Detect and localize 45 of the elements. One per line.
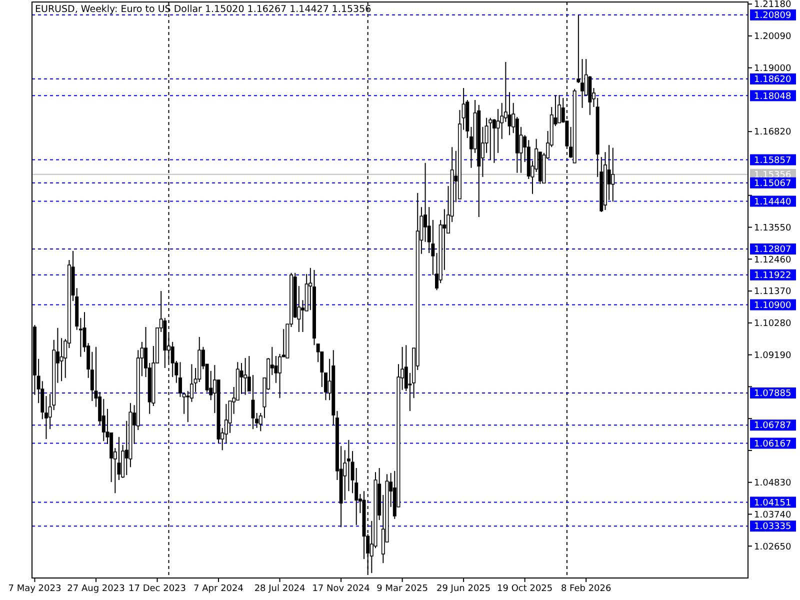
candlestick	[244, 358, 248, 396]
y-tick-label: 1.12460	[754, 255, 792, 266]
x-tick-label: 28 Jul 2024	[254, 584, 306, 594]
x-tick-label: 17 Dec 2023	[128, 584, 186, 594]
ref-line-label: 1.15067	[754, 179, 792, 190]
y-tick-label: 1.13550	[754, 223, 792, 234]
candlestick	[251, 374, 255, 430]
candlestick	[558, 94, 562, 124]
y-tick-label: 1.04830	[754, 478, 792, 488]
ref-line-label: 1.06787	[754, 421, 792, 432]
y-tick-label: 1.20090	[754, 32, 792, 42]
candlestick	[508, 92, 512, 136]
x-tick-label: 27 Aug 2023	[67, 584, 125, 594]
ref-line-label: 1.18048	[754, 92, 792, 102]
ref-line-label: 1.12807	[754, 245, 792, 256]
y-tick-label: 1.03740	[754, 510, 792, 520]
candlestick	[611, 147, 615, 202]
y-tick-label: 1.09190	[754, 350, 792, 361]
ref-line-label: 1.04151	[754, 498, 792, 508]
chart-title: EURUSD, Weekly: Euro to US Dollar 1.15020 1.16267 1.14427 1.15356	[35, 4, 372, 15]
candlestick	[278, 353, 282, 399]
ref-line-label: 1.07885	[754, 389, 792, 400]
ref-line-label: 1.18620	[754, 75, 792, 86]
x-tick-label: 8 Feb 2026	[560, 584, 612, 594]
x-tick-label: 19 Oct 2025	[497, 584, 553, 594]
y-tick-label: 1.11370	[754, 287, 792, 298]
ref-line-label: 1.14440	[754, 197, 792, 208]
ref-line-label: 1.10900	[754, 300, 792, 311]
y-tick-label: 1.16820	[754, 128, 792, 138]
x-tick-label: 9 Mar 2025	[376, 584, 428, 594]
ref-line-label: 1.20809	[754, 11, 792, 22]
y-tick-label: 1.10280	[754, 319, 792, 330]
x-tick-label: 7 Apr 2024	[194, 584, 244, 594]
y-tick-label: 1.02650	[754, 542, 792, 552]
y-tick-label: 1.19000	[754, 64, 792, 74]
candlestick	[60, 338, 64, 382]
x-tick-label: 29 Jun 2025	[436, 584, 491, 594]
y-tick-label: 1.21180	[754, 0, 792, 10]
candlestick	[488, 117, 492, 160]
ref-line-label: 1.06167	[754, 439, 792, 450]
x-tick-label: 7 May 2023	[8, 584, 62, 594]
ref-line-label: 1.03335	[754, 522, 792, 532]
x-tick-label: 17 Nov 2024	[312, 584, 370, 594]
ref-line-label: 1.15857	[754, 156, 792, 166]
ref-line-label: 1.11922	[754, 271, 792, 282]
